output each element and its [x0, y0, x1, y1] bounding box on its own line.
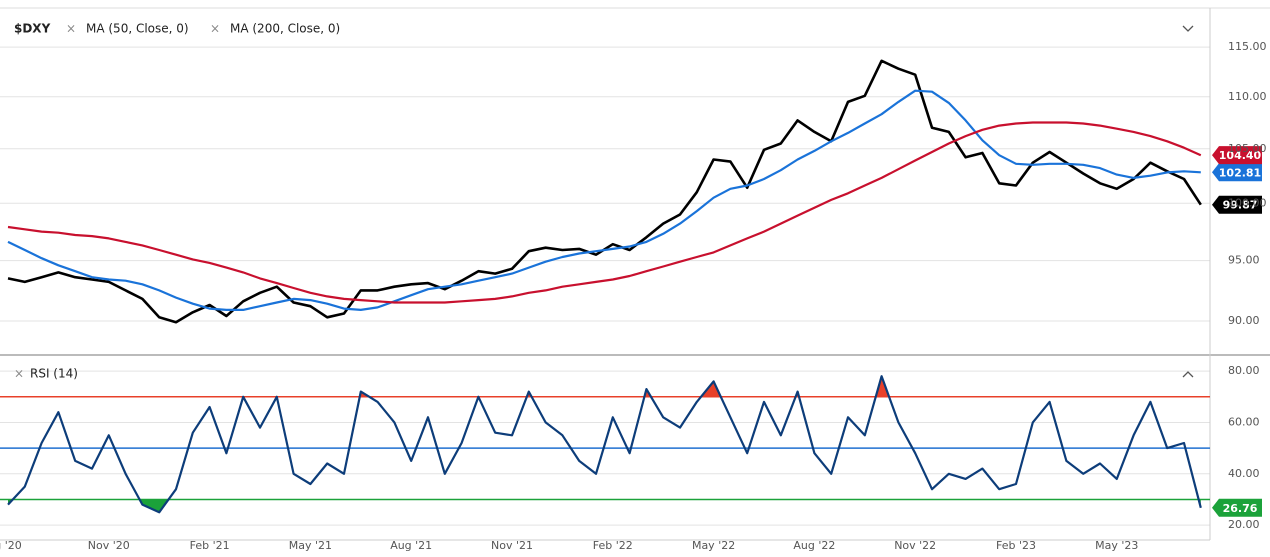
x-tick-label: g '20 — [0, 539, 22, 552]
value-badge-label: 104.40 — [1219, 149, 1262, 162]
y-tick-label: 60.00 — [1228, 415, 1260, 428]
labels: $DXY × MA (50, Close, 0) × MA (200, Clos… — [0, 22, 1267, 553]
x-tick-label: Feb '23 — [996, 539, 1036, 552]
y-tick-label: 105.00 — [1228, 142, 1267, 155]
y-tick-label: 90.00 — [1228, 314, 1260, 327]
x-tick-label: Aug '22 — [793, 539, 835, 552]
x-tick-label: May '22 — [692, 539, 735, 552]
y-tick-label: 40.00 — [1228, 467, 1260, 480]
symbol: $DXY — [14, 22, 51, 36]
x-tick-label: May '21 — [289, 539, 332, 552]
x-tick-label: May '23 — [1095, 539, 1138, 552]
marks: 99.87 102.81 104.40 26.76 — [0, 59, 1262, 517]
collapse-chevron[interactable] — [1182, 25, 1194, 32]
y-tick-label: 110.00 — [1228, 90, 1267, 103]
value-badge-label: 26.76 — [1223, 502, 1258, 515]
series-line — [7, 375, 1202, 514]
value-badge — [1212, 163, 1262, 182]
legend-ma200[interactable]: MA (200, Close, 0) — [230, 22, 340, 36]
value-badge — [1212, 498, 1262, 517]
y-tick-label: 100.00 — [1228, 196, 1267, 209]
value-badge — [1212, 146, 1262, 165]
y-tick-label: 20.00 — [1228, 518, 1260, 531]
y-tick-label: 95.00 — [1228, 254, 1260, 267]
legend-rsi[interactable]: RSI (14) — [30, 367, 78, 381]
x-tick-label: Nov '20 — [88, 539, 130, 552]
value-badge — [1212, 195, 1262, 214]
remove-icon[interactable]: × — [66, 22, 76, 36]
x-tick-label: Nov '22 — [894, 539, 936, 552]
y-tick-label: 80.00 — [1228, 364, 1260, 377]
x-tick-label: Feb '22 — [593, 539, 633, 552]
series-line — [7, 121, 1202, 304]
grid — [0, 46, 1210, 526]
y-tick-label: 115.00 — [1228, 40, 1267, 53]
remove-icon[interactable]: × — [14, 367, 24, 381]
x-tick-label: Feb '21 — [190, 539, 230, 552]
legend-ma50[interactable]: MA (50, Close, 0) — [86, 22, 189, 36]
x-tick-label: Nov '21 — [491, 539, 533, 552]
value-badge-label: 102.81 — [1219, 166, 1261, 179]
x-tick-label: Aug '21 — [390, 539, 432, 552]
collapse-chevron[interactable] — [1182, 371, 1194, 378]
value-badge-label: 99.87 — [1223, 199, 1258, 212]
series-line — [7, 89, 1201, 311]
remove-icon[interactable]: × — [210, 22, 220, 36]
